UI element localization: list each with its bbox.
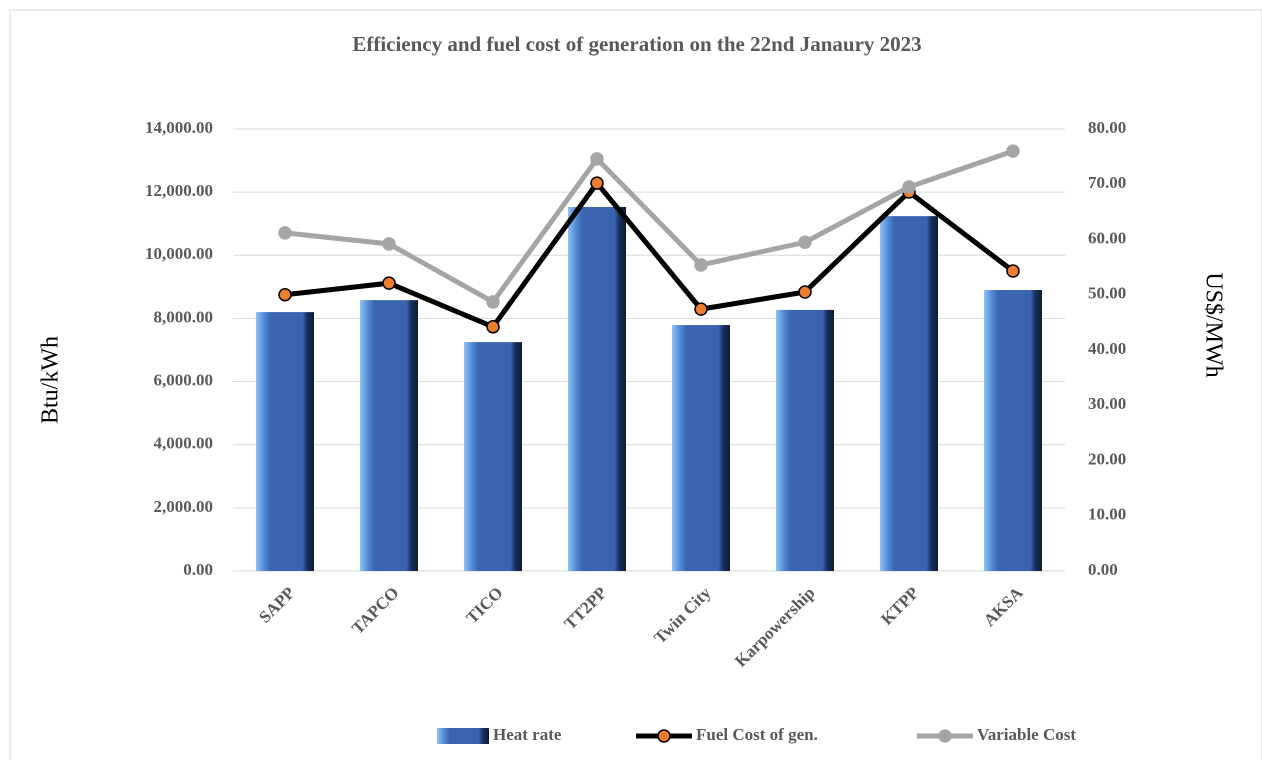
marker xyxy=(694,302,708,316)
line xyxy=(284,148,1014,305)
x-tick-label: AKSA xyxy=(980,583,1027,630)
y-axis-label: Btu/kWh xyxy=(38,336,64,424)
bar xyxy=(360,300,418,571)
legend-label: Heat rate xyxy=(493,725,562,744)
y-tick-label: 2,000.00 xyxy=(154,497,214,516)
marker xyxy=(694,258,708,272)
bar xyxy=(776,309,834,571)
marker xyxy=(278,226,292,240)
y-tick-label: 8,000.00 xyxy=(154,307,214,326)
chart-title: Efficiency and fuel cost of generation o… xyxy=(352,32,921,56)
bar xyxy=(672,325,730,571)
y2-tick-label: 70.00 xyxy=(1088,173,1126,192)
marker xyxy=(382,237,396,251)
y-tick-label: 6,000.00 xyxy=(154,370,214,389)
x-tick-label: TICO xyxy=(462,583,506,627)
marker xyxy=(486,295,500,309)
y2-tick-label: 80.00 xyxy=(1088,118,1126,137)
y-tick-label: 14,000.00 xyxy=(145,118,213,137)
bar xyxy=(880,216,938,571)
y-tick-label: 12,000.00 xyxy=(145,181,213,200)
marker xyxy=(1006,264,1020,278)
y2-tick-label: 20.00 xyxy=(1088,449,1126,468)
y2-tick-label: 30.00 xyxy=(1088,394,1126,413)
legend-swatch xyxy=(437,728,489,744)
marker xyxy=(798,285,812,299)
y2-tick-label: 60.00 xyxy=(1088,228,1126,247)
marker xyxy=(1006,144,1020,158)
legend-label: Fuel Cost of gen. xyxy=(696,725,818,744)
y2-tick-label: 40.00 xyxy=(1088,339,1126,358)
bar xyxy=(256,312,314,571)
marker xyxy=(590,176,604,190)
y2-tick-label: 50.00 xyxy=(1088,284,1126,303)
marker xyxy=(902,180,916,194)
x-tick-label: KTPP xyxy=(877,583,922,628)
chart-border xyxy=(9,9,1262,760)
marker xyxy=(382,276,396,290)
legend-swatch xyxy=(657,729,671,743)
y2-axis-label: US$/MWh xyxy=(1200,272,1226,377)
marker xyxy=(590,152,604,166)
legend-label: Variable Cost xyxy=(977,725,1076,744)
x-tick-label: Karpowership xyxy=(731,583,819,671)
y2-tick-label: 0.00 xyxy=(1088,560,1118,579)
legend-swatch xyxy=(938,729,952,743)
bar xyxy=(984,290,1042,571)
x-tick-label: SAPP xyxy=(255,583,298,626)
line xyxy=(284,180,1015,330)
bar xyxy=(568,206,626,571)
y-tick-label: 10,000.00 xyxy=(145,244,213,263)
marker xyxy=(278,288,292,302)
x-tick-label: TT2PP xyxy=(560,583,610,633)
y2-tick-label: 10.00 xyxy=(1088,505,1126,524)
y-tick-label: 4,000.00 xyxy=(154,434,214,453)
marker xyxy=(486,320,500,334)
bar xyxy=(464,342,522,571)
x-tick-label: Twin City xyxy=(650,583,715,648)
x-tick-label: TAPCO xyxy=(348,583,403,638)
marker xyxy=(798,235,812,250)
y-tick-label: 0.00 xyxy=(183,560,213,579)
